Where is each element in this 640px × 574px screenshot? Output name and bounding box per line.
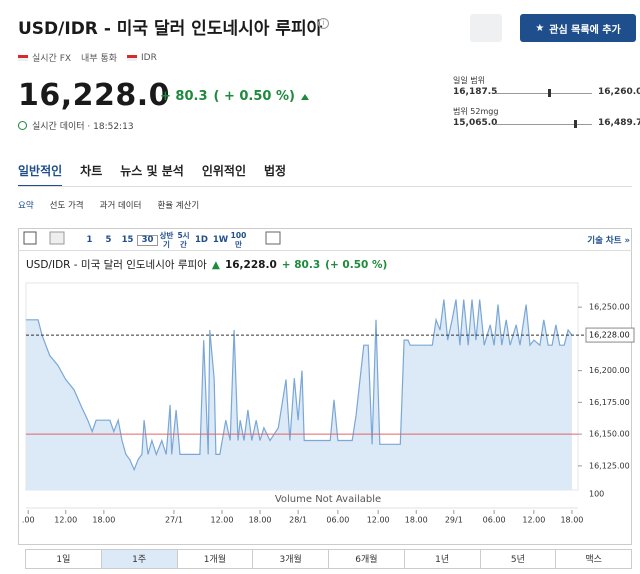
y-tick-label: 16,200.00 (589, 366, 630, 375)
watchlist-label: 관심 목록에 추가 (549, 24, 621, 36)
tab[interactable]: 뉴스 및 분석 (120, 164, 184, 178)
tag-label: IDR (141, 52, 157, 63)
tag: 내부 통화 (81, 51, 117, 64)
title: USD/IDR - 미국 달러 인도네시아 루피아 (18, 19, 323, 39)
technical-chart-link[interactable]: 기술 차트 » (587, 236, 630, 246)
period-button[interactable]: 5년 (479, 549, 557, 569)
tab[interactable]: 법정 (264, 164, 287, 178)
interval-button[interactable]: 상반기 (159, 231, 174, 249)
period-button[interactable]: 1년 (403, 549, 481, 569)
volume-note: Volume Not Available (275, 494, 381, 505)
x-tick-label: 12.00 (522, 516, 545, 525)
period-button[interactable]: 1주 (100, 549, 178, 569)
range-high: 16,489.7 (598, 118, 640, 128)
x-tick-label: 06.00 (483, 516, 506, 525)
interval-button[interactable]: 5시간 (177, 231, 190, 249)
tag: IDR (127, 51, 157, 64)
range-low: 15,065.0 (453, 118, 497, 128)
x-tick-label: 06.00 (326, 516, 349, 525)
tab[interactable]: 인위적인 (201, 164, 246, 178)
x-tick-label: 18.00 (405, 516, 428, 525)
subtab[interactable]: 선도 가격 (49, 201, 84, 211)
volume-axis-label: 100 (589, 490, 604, 499)
candle-icon[interactable] (23, 231, 37, 245)
x-tick-label: 18.00 (92, 516, 115, 525)
toolbar: 1 5 15 30 상반기 5시간 1D 1W 100만 (80, 230, 247, 250)
y-tick-label: 16,250.00 (589, 303, 630, 312)
subtab[interactable]: 요약 (18, 201, 34, 211)
subtab[interactable]: 환율 계산기 (157, 201, 200, 211)
interval-button[interactable]: 15 (121, 234, 134, 245)
status: 실시간 데이터 · 18:52:13 (18, 119, 134, 132)
price-label-box (585, 327, 635, 343)
x-tick-label: 29/1 (445, 516, 463, 525)
subtab[interactable]: 과거 데이터 (99, 201, 142, 211)
change-percent: ( + 0.50 %) (213, 89, 295, 104)
period-button[interactable]: 1개월 (176, 549, 254, 569)
chart-frame (18, 228, 632, 545)
status-text: 실시간 데이터 · 18:52:13 (32, 122, 134, 132)
alert-button[interactable] (470, 14, 502, 42)
x-tick-label: 12.00 (211, 516, 234, 525)
x-tick-label: 18.00 (560, 516, 583, 525)
y-tick-label: 16,150.00 (589, 430, 630, 439)
divider (18, 186, 632, 187)
range-high-value: 16,489.7 (598, 118, 640, 128)
y-tick-label: 16,175.00 (589, 398, 630, 407)
chart-title-text: USD/IDR - 미국 달러 인도네시아 루피아 (26, 259, 207, 271)
range-low-value: 15,065.0 (453, 118, 498, 128)
price: 16,228.0 (18, 78, 171, 113)
interval-button[interactable]: 30 (137, 234, 158, 246)
price-label: 16,228.00 (589, 331, 630, 340)
period-button[interactable]: 맥스 (555, 549, 632, 569)
range-marker (548, 89, 551, 97)
x-tick-label: 28/1 (289, 516, 307, 525)
interval-button[interactable]: 1W (212, 234, 229, 245)
range-track (495, 93, 592, 94)
subtabs: 요약 선도 가격 과거 데이터 환율 계산기 (18, 199, 199, 211)
chart-change-percent: (+ 0.50 %) (325, 258, 388, 271)
x-tick-label: 12.00 (54, 516, 77, 525)
watchlist-button[interactable]: ★ 관심 목록에 추가 (520, 14, 636, 42)
range-marker (574, 120, 577, 128)
period-buttons: 1일 1주 1개월 3개월 6개월 1년 5년 맥스 (25, 549, 632, 569)
range-label: 일일 범위 (453, 76, 485, 85)
interval-button[interactable]: 100만 (230, 231, 247, 249)
change-value: + 80.3 (160, 89, 208, 104)
period-button[interactable]: 1일 (25, 549, 102, 569)
tab[interactable]: 차트 (80, 164, 103, 178)
x-tick-label: 27/1 (165, 516, 183, 525)
range-track (495, 124, 592, 125)
x-tick-label: 18.00 (249, 516, 272, 525)
info-icon[interactable]: i (318, 18, 329, 29)
tag: 실시간 FX (18, 51, 71, 64)
range-label: 범위 52mgg (453, 107, 499, 116)
tags: 실시간 FX 내부 통화 IDR (18, 51, 157, 64)
chart-title: USD/IDR - 미국 달러 인도네시아 루피아 ▲ 16,228.0 + 8… (26, 258, 388, 272)
range-high-value: 16,260.0 (598, 87, 640, 97)
y-tick-label: 16,125.00 (589, 461, 630, 470)
range-low: 16,187.5 (453, 87, 497, 97)
range-high: 16,260.0 (598, 87, 640, 97)
table-icon[interactable] (265, 231, 281, 245)
x-tick-label: .00 (22, 516, 35, 525)
chart-price: 16,228.0 (224, 258, 277, 271)
tabs: 일반적인 차트 뉴스 및 분석 인위적인 법정 (18, 162, 286, 187)
x-tick-label: 12.00 (367, 516, 390, 525)
area-icon[interactable] (49, 231, 65, 245)
period-button[interactable]: 3개월 (252, 549, 329, 569)
period-button[interactable]: 6개월 (328, 549, 405, 569)
tag-label: 실시간 FX (32, 54, 72, 64)
line (26, 299, 573, 472)
interval-button[interactable]: 1D (195, 234, 208, 245)
tag-label: 내부 통화 (81, 54, 118, 64)
range-low-value: 16,187.5 (453, 87, 498, 97)
chart-change: + 80.3 (281, 258, 321, 271)
area (26, 299, 572, 490)
change: + 80.3 ( + 0.50 %) (160, 89, 309, 104)
interval-button[interactable]: 1 (86, 234, 93, 245)
interval-button[interactable]: 5 (105, 234, 112, 245)
